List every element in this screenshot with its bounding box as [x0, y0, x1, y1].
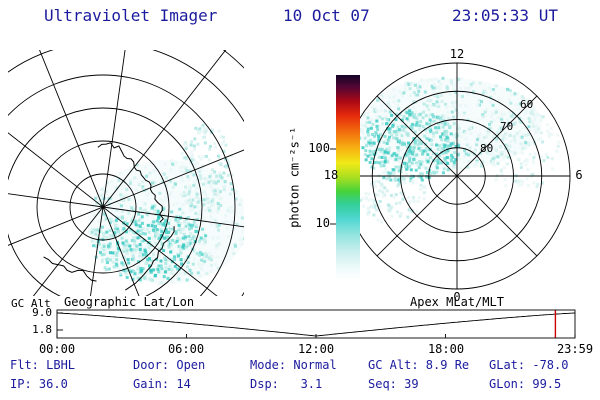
time-tick-0000: 00:00 — [38, 342, 76, 356]
gc-alt-tick-max: 9.0 — [32, 306, 52, 319]
colorbar — [336, 75, 360, 280]
time-tick-1800: 18:00 — [427, 342, 465, 356]
status-glon: GLon: 99.5 — [489, 377, 562, 391]
status-door: Door: Open — [133, 358, 206, 372]
emission-apex — [353, 76, 561, 224]
colorbar-tick-100: 100 — [308, 141, 330, 155]
time-tick-1200: 12:00 — [297, 342, 335, 356]
observation-date: 10 Oct 07 — [283, 6, 370, 25]
status-gc-alt: GC Alt: 8.9 Re — [368, 358, 470, 372]
coastline — [97, 142, 164, 223]
apex-panel-label: Apex MLat/MLT — [410, 295, 504, 309]
time-tick-0600: 06:00 — [167, 342, 205, 356]
gc-alt-chart — [56, 309, 576, 339]
colorbar-group — [330, 75, 360, 280]
gc-alt-tick-min: 1.8 — [32, 323, 52, 336]
observation-time: 23:05:33 UT — [452, 6, 558, 25]
geographic-map-panel — [8, 50, 244, 296]
time-tick-2359: 23:59 — [556, 342, 594, 356]
status-seq: Seq: 39 — [368, 377, 419, 391]
apex-grid — [343, 62, 571, 290]
app-title: Ultraviolet Imager — [44, 6, 218, 25]
status-ip: IP: 36.0 — [10, 377, 68, 391]
mlat-label-70: 70 — [500, 120, 514, 133]
mlat-label-80: 80 — [480, 142, 494, 155]
gc-alt-curve — [56, 312, 576, 337]
emission-geographic — [87, 124, 244, 285]
geo-panel-label: Geographic Lat/Lon — [64, 295, 195, 309]
mlat-label-60: 60 — [520, 98, 534, 111]
mlt-label-12: 12 — [449, 47, 465, 61]
status-dsp: Dsp: 3.1 — [250, 377, 323, 391]
gc-alt-frame — [56, 309, 576, 339]
status-gain: Gain: 14 — [133, 377, 191, 391]
mlt-label-18: 18 — [323, 168, 339, 182]
mlt-label-6: 6 — [575, 168, 583, 182]
colorbar-tick-10: 10 — [315, 216, 330, 230]
coastline — [125, 226, 175, 291]
status-mode: Mode: Normal — [250, 358, 337, 372]
coastline — [43, 256, 97, 282]
status-glat: GLat: -78.0 — [489, 358, 569, 372]
gc-alt-ylabel: GC Alt — [11, 297, 51, 310]
apex-polar-panel — [343, 62, 571, 290]
status-flt: Flt: LBHL — [10, 358, 76, 372]
mlt-label-0: 0 — [453, 290, 461, 304]
geographic-grid-and-coastline — [8, 50, 244, 296]
